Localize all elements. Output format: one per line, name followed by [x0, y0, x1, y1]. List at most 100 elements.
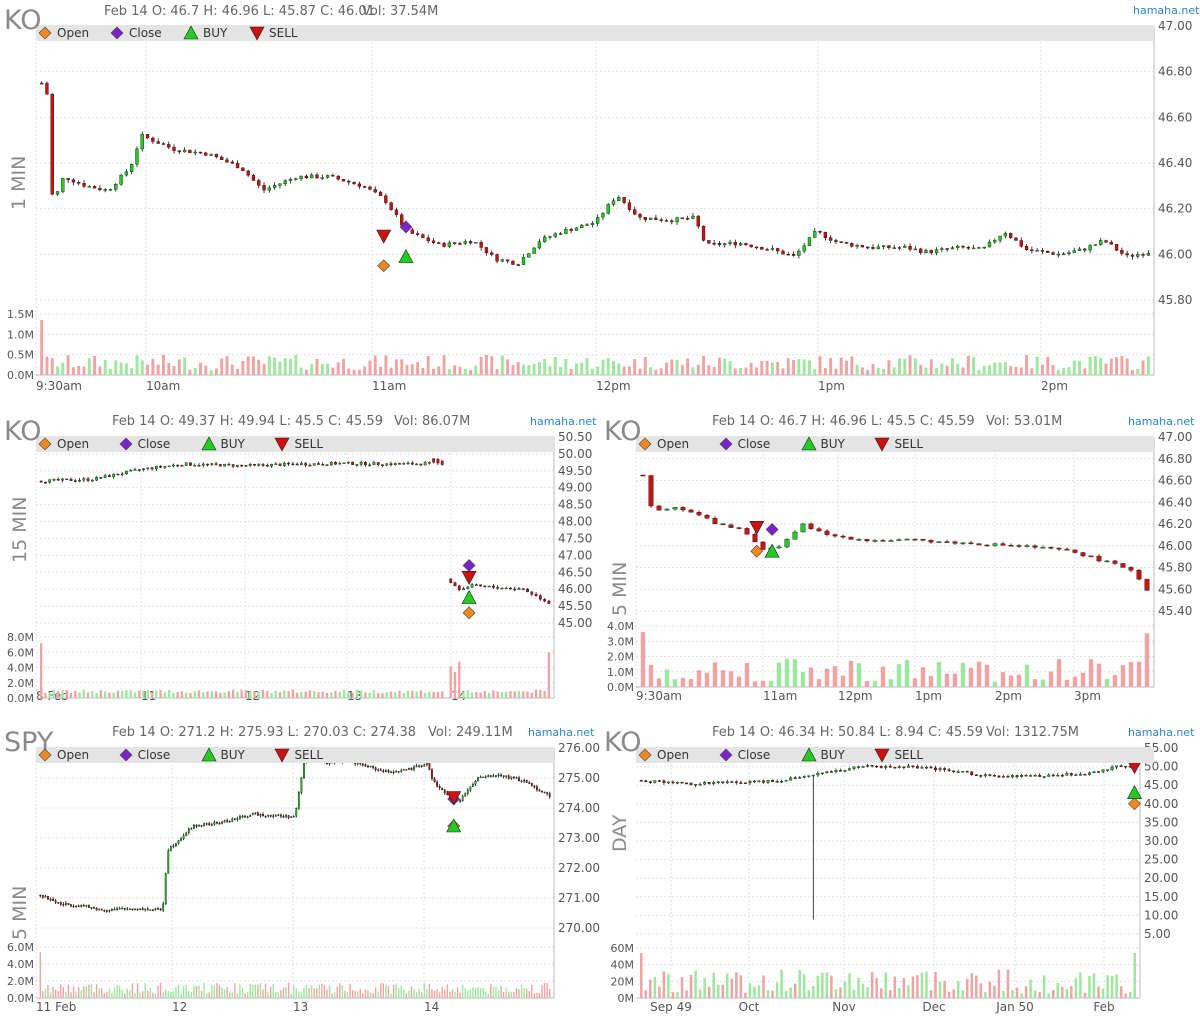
volume-bar: [287, 982, 290, 998]
volume-bar: [1112, 674, 1118, 687]
candle-body: [239, 816, 241, 819]
volume-bar: [113, 987, 116, 998]
candle-body: [720, 523, 726, 526]
candle-body: [723, 243, 727, 246]
volume-bar: [374, 987, 377, 998]
candle-body: [770, 248, 775, 250]
volume-bar: [71, 367, 75, 375]
candle-body: [269, 814, 272, 817]
candle-body: [516, 264, 520, 266]
volume-bar: [1078, 360, 1081, 375]
candle-body: [410, 462, 414, 465]
candle-body: [487, 775, 490, 777]
volume-bar: [45, 356, 49, 375]
open-marker: [377, 259, 391, 273]
price-tick-label: 46.20: [1158, 517, 1192, 531]
candle-body: [920, 538, 926, 541]
volume-bar: [223, 989, 226, 998]
diamond-icon: [38, 437, 52, 451]
volume-tick-label: 0M: [618, 992, 635, 1005]
volume-bar: [138, 690, 141, 698]
volume-bar: [1083, 368, 1087, 375]
volume-bar: [961, 990, 964, 998]
volume-bar: [446, 984, 449, 998]
volume-bar: [549, 988, 551, 998]
volume-bar: [702, 356, 706, 375]
volume-bar: [1024, 986, 1028, 998]
price-tick-label: 50.50: [558, 430, 592, 444]
volume-bar: [369, 992, 372, 998]
legend-bar: [636, 747, 1154, 763]
candle-body: [786, 253, 790, 256]
candle-body: [299, 175, 303, 179]
volume-bar: [278, 692, 282, 698]
volume-bar: [1047, 993, 1050, 998]
volume-bar: [239, 984, 241, 998]
volume-bar: [972, 357, 976, 375]
buy-marker: [398, 248, 414, 263]
open-marker: [1128, 797, 1141, 811]
volume-bar: [341, 985, 344, 998]
brand-link[interactable]: hamaha.net: [530, 415, 597, 428]
candle-body: [457, 585, 461, 591]
candle-body: [495, 254, 499, 262]
candle-body: [744, 243, 748, 246]
candle-body: [176, 464, 180, 467]
brand-link[interactable]: hamaha.net: [1128, 726, 1195, 739]
volume-bar: [866, 987, 869, 998]
price-tick-label: 273.00: [558, 831, 600, 845]
candle-body: [965, 771, 969, 773]
volume-bar: [395, 983, 397, 998]
volume-bar: [1131, 369, 1134, 375]
candle-body: [530, 591, 534, 595]
volume-bar: [979, 983, 983, 998]
volume-bar: [278, 361, 282, 375]
volume-bar: [351, 692, 354, 698]
legend-bar: [36, 436, 554, 452]
price-tick-label: 48.50: [558, 498, 592, 512]
legend-item-sell: SELL: [874, 436, 923, 452]
candle-body: [187, 828, 190, 834]
candle-body: [113, 908, 116, 911]
candle-body: [130, 164, 134, 172]
volume-bar: [469, 989, 472, 998]
volume-bar: [405, 365, 409, 375]
volume-bar: [267, 356, 271, 375]
candle-body: [648, 217, 653, 220]
volume-bar: [765, 360, 769, 375]
volume-bar: [530, 692, 533, 698]
candle-body: [221, 821, 223, 824]
volume-bar: [277, 992, 280, 998]
volume-bar: [575, 363, 578, 375]
candle-body: [415, 233, 420, 235]
candle-body: [390, 771, 392, 774]
candle-body: [1035, 250, 1039, 252]
brand-link[interactable]: hamaha.net: [1128, 415, 1195, 428]
volume-bar: [241, 988, 244, 998]
volume-bar: [180, 993, 182, 998]
volume-bar: [244, 993, 246, 998]
volume-bar: [792, 659, 798, 687]
candle-body: [606, 204, 610, 214]
candle-body: [124, 171, 129, 176]
price-tick-label: 275.00: [558, 771, 600, 785]
close-marker: [462, 559, 476, 572]
candle-body: [420, 765, 423, 767]
candle-body: [415, 765, 418, 768]
price-tick-label: 50.00: [1144, 760, 1178, 774]
candle-body: [802, 245, 806, 252]
volume-bar: [167, 991, 169, 998]
brand-link[interactable]: hamaha.net: [1133, 4, 1200, 17]
brand-link[interactable]: hamaha.net: [528, 726, 595, 739]
candle-body: [1144, 578, 1150, 591]
volume-bar: [712, 366, 716, 375]
candle-body: [100, 908, 103, 911]
volume-bar: [484, 354, 488, 375]
candle-body: [864, 539, 870, 542]
candle-body: [992, 775, 996, 777]
candle-body: [287, 815, 290, 818]
triangle-down-icon: [274, 437, 290, 452]
volume-bar: [423, 983, 425, 998]
candle-body: [468, 241, 473, 244]
candle-body: [675, 217, 679, 223]
